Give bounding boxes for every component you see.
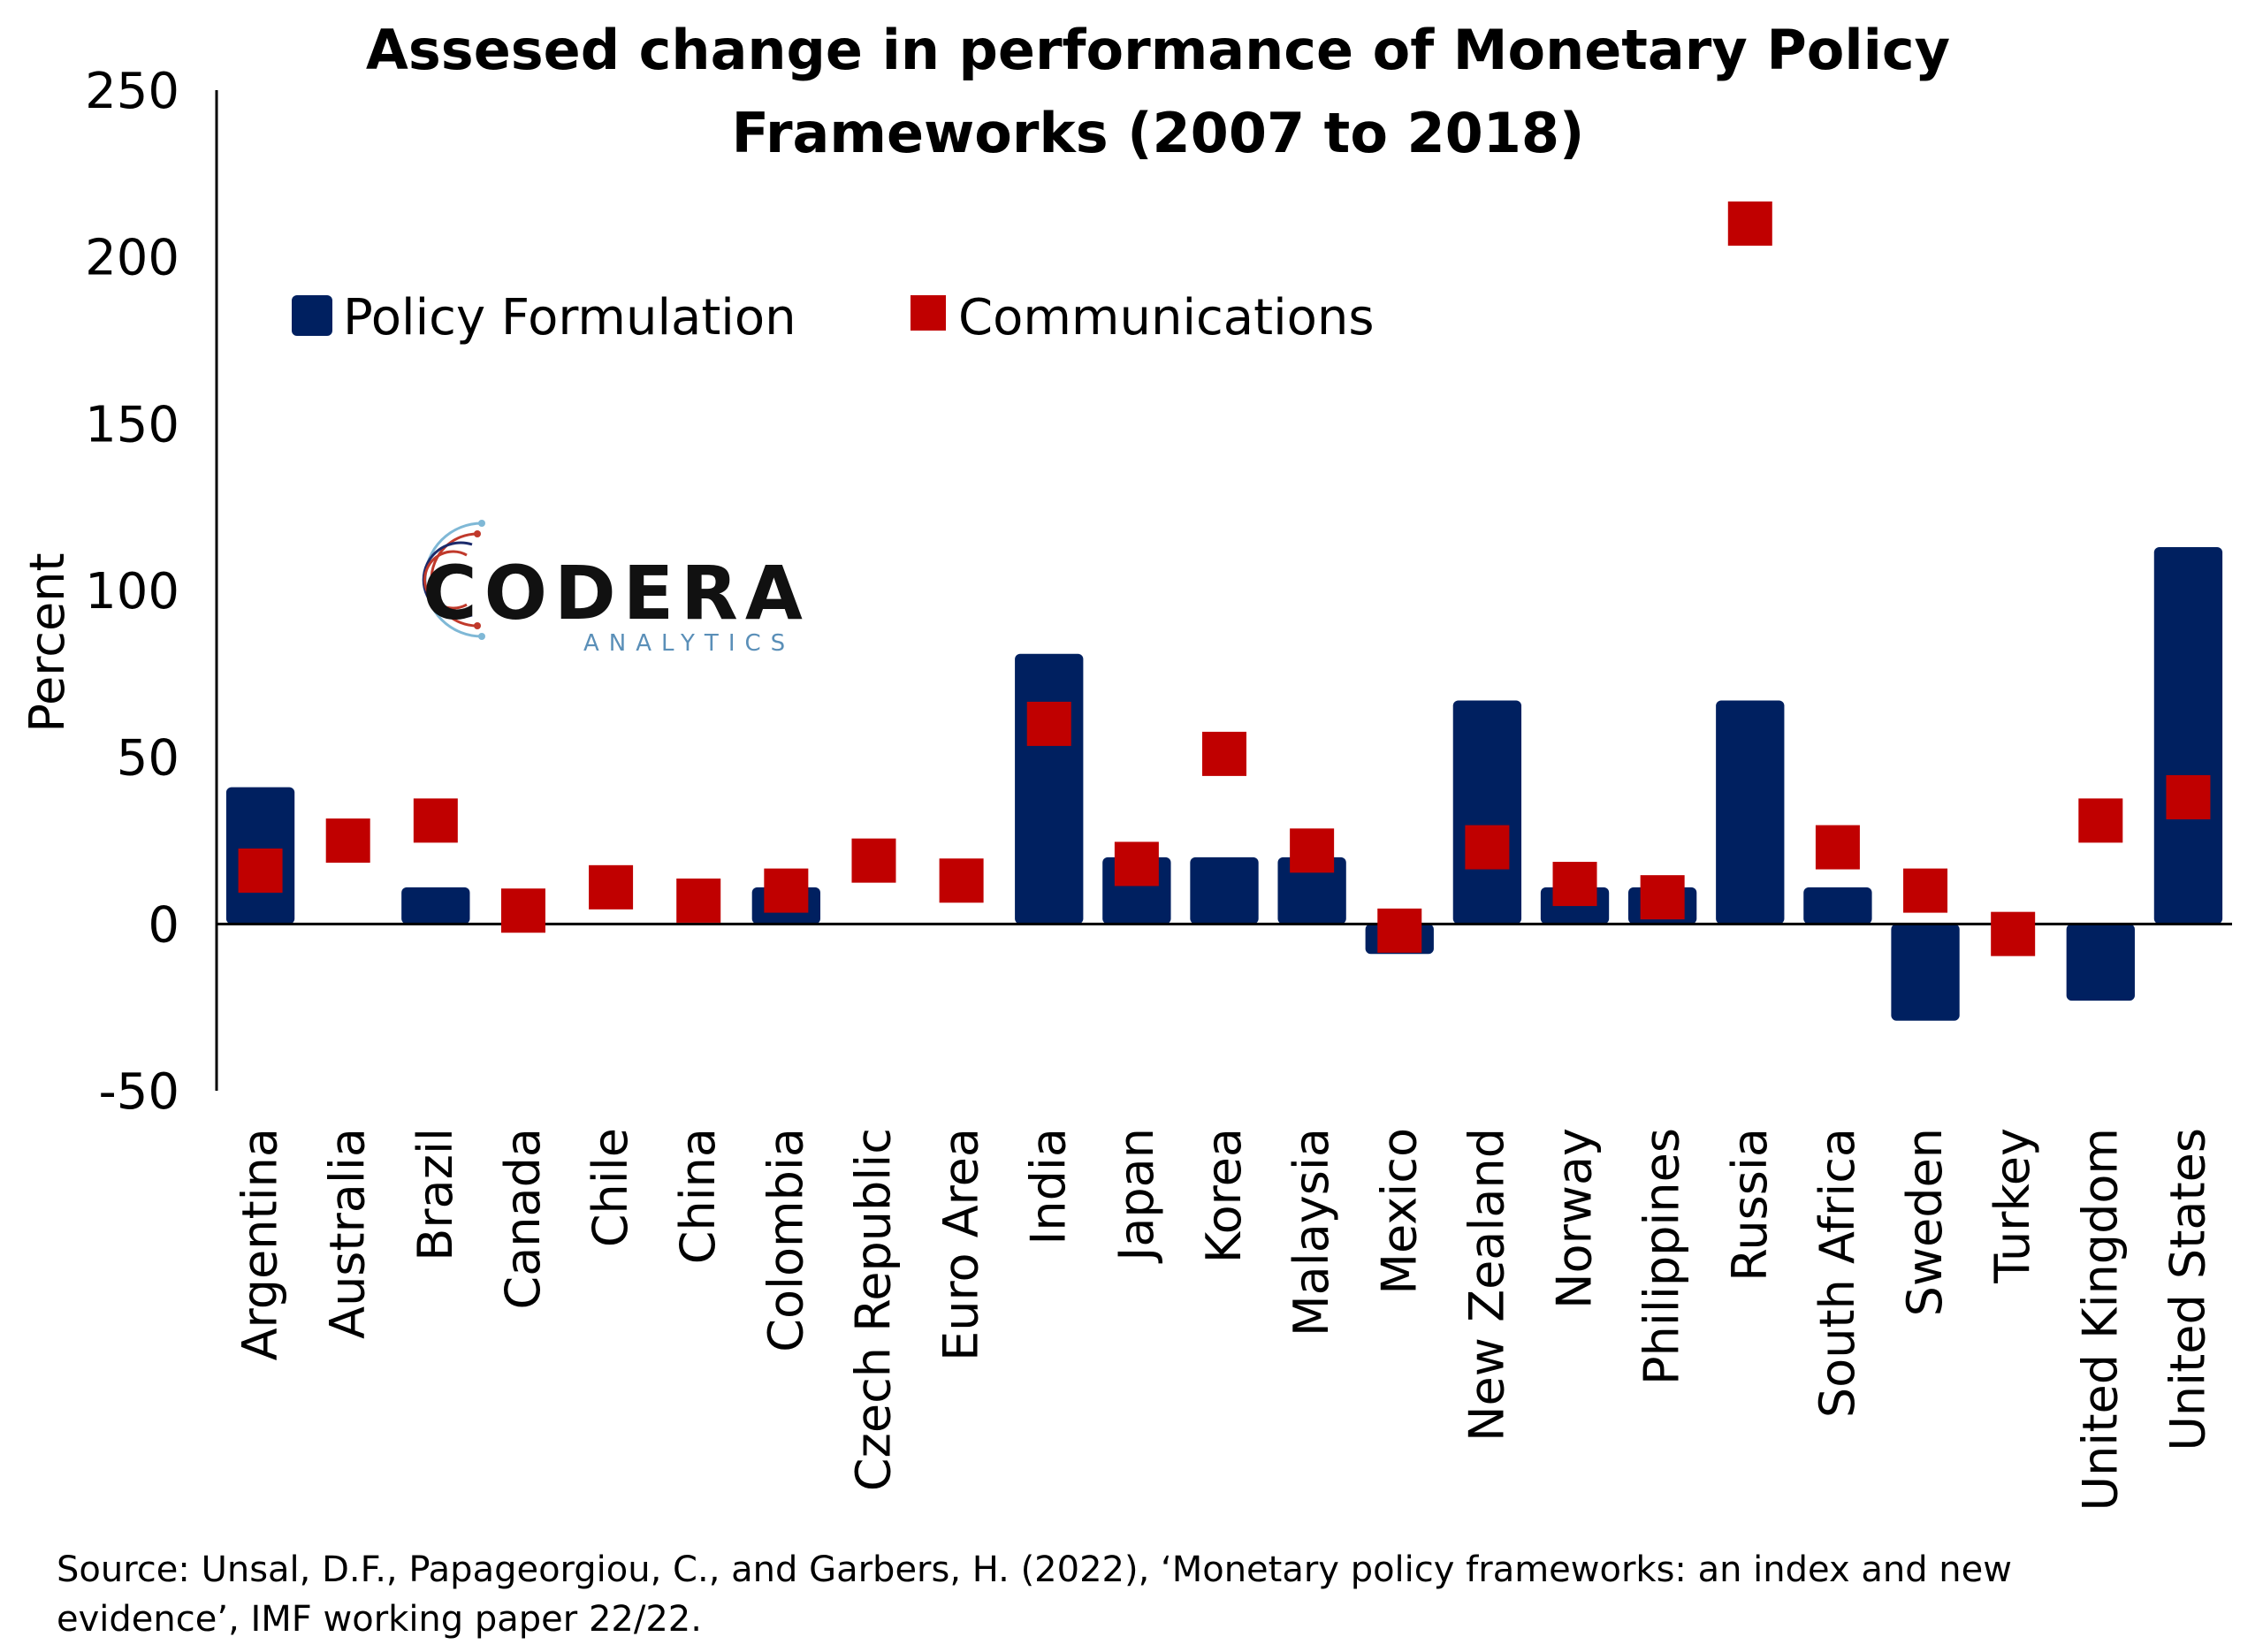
bar-policy-formulation xyxy=(2153,546,2223,925)
y-tick-label: -50 xyxy=(99,1063,179,1121)
bar-policy-formulation xyxy=(1015,653,1084,925)
marker-communications xyxy=(1815,825,1860,870)
marker-communications xyxy=(1114,841,1159,887)
bar-policy-formulation xyxy=(2066,924,2135,1001)
marker-series-communications xyxy=(238,201,2211,956)
marker-communications xyxy=(238,848,283,893)
y-tick-label: 100 xyxy=(85,563,179,620)
source-note: Source: Unsal, D.F., Papageorgiou, C., a… xyxy=(57,1549,2012,1640)
y-tick-label: 200 xyxy=(85,230,179,287)
marker-communications xyxy=(589,864,634,910)
marker-communications xyxy=(2078,798,2123,843)
x-tick-label: China xyxy=(670,1128,726,1264)
bar-policy-formulation xyxy=(1190,856,1259,925)
x-tick-label: Chile xyxy=(583,1128,638,1247)
marker-communications xyxy=(1290,828,1335,873)
marker-communications xyxy=(1026,701,1071,746)
x-tick-label: Philippines xyxy=(1634,1128,1690,1385)
marker-communications xyxy=(1991,911,2036,956)
x-tick-label: Czech Republic xyxy=(845,1128,901,1491)
y-tick-labels: 250 200 150 100 50 0 -50 xyxy=(85,63,179,1121)
marker-communications xyxy=(1465,825,1510,870)
marker-communications xyxy=(2166,774,2211,819)
y-tick-label: 250 xyxy=(85,63,179,120)
marker-communications xyxy=(1903,868,1948,913)
logo-name: CODERA xyxy=(423,550,810,636)
x-tick-label: United States xyxy=(2160,1128,2215,1451)
marker-communications xyxy=(325,818,370,863)
marker-communications xyxy=(764,868,809,913)
logo-mark-icon xyxy=(422,520,485,640)
legend-swatch-policy-formulation xyxy=(292,295,332,336)
y-tick-label: 50 xyxy=(117,730,179,788)
x-tick-label: Malaysia xyxy=(1284,1128,1339,1336)
marker-communications xyxy=(1552,862,1597,907)
marker-communications xyxy=(1202,731,1246,776)
x-tick-label: Argentina xyxy=(232,1128,288,1360)
x-tick-labels: Argentina Australia Brazil Canada Chile China… xyxy=(232,1128,2216,1511)
x-tick-label: New Zealand xyxy=(1459,1128,1514,1442)
marker-communications xyxy=(1377,908,1422,953)
codera-analytics-logo: CODERA ANALYTICS xyxy=(422,520,810,657)
marker-communications xyxy=(413,798,458,843)
chart-title-line-1: Assesed change in performance of Monetar… xyxy=(366,18,1950,82)
x-tick-label: Mexico xyxy=(1371,1128,1427,1295)
x-tick-label: Australia xyxy=(320,1128,376,1339)
x-tick-label: Euro Area xyxy=(933,1128,989,1361)
marker-communications xyxy=(676,878,721,923)
y-tick-label: 150 xyxy=(85,396,179,453)
x-tick-label: Russia xyxy=(1722,1128,1778,1282)
legend-swatch-communications xyxy=(911,295,946,331)
x-tick-label: Brazil xyxy=(408,1128,463,1261)
chart-title-line-2: Frameworks (2007 to 2018) xyxy=(732,101,1585,165)
x-tick-label: Japan xyxy=(1109,1128,1164,1264)
x-tick-label: India xyxy=(1021,1128,1077,1245)
x-tick-label: Norway xyxy=(1547,1128,1603,1309)
y-tick-label: 0 xyxy=(148,896,179,954)
y-axis-label: Percent xyxy=(19,552,75,732)
x-tick-label: United Kingdom xyxy=(2072,1128,2128,1511)
logo-tagline: ANALYTICS xyxy=(583,630,795,657)
marker-communications xyxy=(939,858,984,903)
x-tick-label: Korea xyxy=(1196,1128,1252,1263)
x-tick-label: Canada xyxy=(495,1128,551,1309)
bar-policy-formulation xyxy=(401,887,470,925)
marker-communications xyxy=(500,888,545,933)
bar-policy-formulation xyxy=(1452,700,1522,925)
legend-label-communications: Communications xyxy=(958,289,1375,346)
chart-title: Assesed change in performance of Monetar… xyxy=(366,18,1950,165)
bar-policy-formulation xyxy=(1891,924,1960,1021)
legend-label-policy-formulation: Policy Formulation xyxy=(343,289,796,346)
x-tick-label: Colombia xyxy=(758,1128,813,1352)
bar-policy-formulation xyxy=(1277,856,1346,925)
marker-communications xyxy=(851,838,896,883)
x-tick-label: Turkey xyxy=(1985,1128,2040,1284)
marker-communications xyxy=(1640,875,1685,920)
marker-communications xyxy=(1727,201,1772,246)
x-tick-label: South Africa xyxy=(1810,1128,1865,1418)
x-tick-label: Sweden xyxy=(1897,1128,1953,1316)
bar-policy-formulation xyxy=(1716,700,1785,925)
bar-policy-formulation xyxy=(1803,887,1872,925)
legend: Policy Formulation Communications xyxy=(292,289,1375,346)
